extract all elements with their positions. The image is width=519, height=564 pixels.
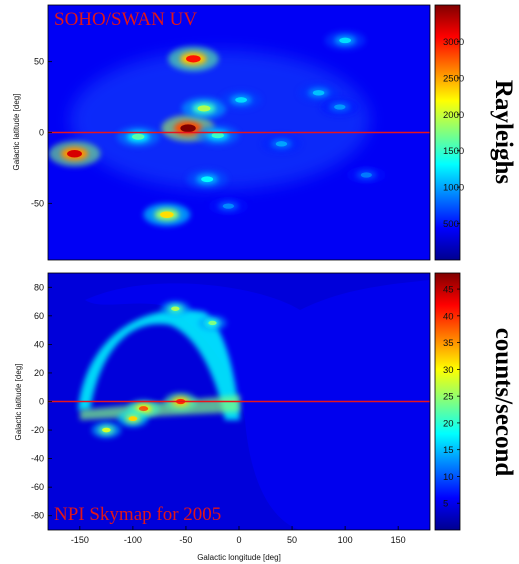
npi-colorbar	[434, 272, 461, 531]
swan-ylabel: Galactic latitude [deg]	[12, 94, 21, 171]
y-tick-label: 60	[34, 311, 44, 321]
npi-hotspots	[91, 300, 227, 438]
colorbar-tick-label: 10	[443, 472, 454, 483]
swan-colorbar-label: Rayleighs	[490, 80, 517, 184]
hotspot-core	[138, 406, 149, 412]
y-tick-label: -20	[31, 425, 44, 435]
npi-overlay-label: NPI Skymap for 2005	[54, 504, 221, 525]
npi-panel: 80 60 40 20 0 -20 -40 -60 -80 -150 -100 -50 0 50 100 1…	[14, 272, 517, 562]
hotspot-core	[131, 133, 145, 140]
hotspot-core	[312, 90, 325, 96]
npi-north-polar-spur	[78, 309, 240, 420]
hotspot-core	[360, 172, 372, 178]
x-tick-label: -150	[71, 535, 89, 545]
npi-colorbar-label: counts/second	[490, 328, 517, 477]
colorbar-tick-label: 25	[443, 392, 454, 403]
npi-sky-region	[85, 280, 430, 530]
swan-diffuse-glow	[70, 50, 370, 190]
npi-colorbar-ticks: 45 40 35 30 25 20 15 10 5	[443, 285, 460, 510]
hotspot-core	[334, 104, 346, 110]
x-tick-label: -50	[179, 535, 192, 545]
x-tick-label: 150	[391, 535, 406, 545]
hotspot-core	[275, 141, 288, 147]
hotspot-core	[222, 203, 235, 209]
colorbar-tick-label: 3000	[443, 37, 464, 48]
colorbar-tick-label: 1000	[443, 183, 464, 194]
y-tick-label: -50	[31, 198, 44, 208]
hotspot-core	[339, 37, 352, 44]
hotspot-core	[171, 306, 180, 311]
y-tick-label: 80	[34, 282, 44, 292]
y-tick-label: -40	[31, 454, 44, 464]
hotspot-core	[197, 105, 211, 112]
y-tick-label: -80	[31, 511, 44, 521]
hotspot-core	[186, 55, 201, 63]
colorbar-tick-label: 20	[443, 418, 454, 429]
y-tick-label: 50	[34, 57, 44, 67]
npi-y-ticks: 80 60 40 20 0 -20 -40 -60 -80	[31, 282, 52, 521]
swan-colorbar	[434, 4, 461, 261]
npi-x-ticks: -150 -100 -50 0 50 100 150	[71, 526, 406, 545]
y-tick-label: 40	[34, 339, 44, 349]
x-tick-label: 50	[287, 535, 297, 545]
colorbar-tick-label: 2000	[443, 110, 464, 121]
hotspot-core	[180, 124, 196, 133]
npi-ylabel: Galactic latitude [deg]	[14, 364, 23, 441]
x-tick-label: 100	[338, 535, 353, 545]
colorbar-tick-label: 35	[443, 338, 454, 349]
colorbar-tick-label: 45	[443, 285, 454, 296]
swan-hotspots	[48, 30, 386, 227]
colorbar-tick-label: 500	[443, 219, 459, 230]
colorbar-tick-label: 15	[443, 445, 454, 456]
hotspot-core	[201, 176, 214, 183]
y-tick-label: 0	[39, 128, 44, 138]
hotspot-core	[208, 320, 217, 326]
y-tick-label: 0	[39, 397, 44, 407]
x-tick-label: 0	[236, 535, 241, 545]
hotspot-core	[102, 427, 111, 433]
hotspot-core	[235, 97, 248, 103]
x-tick-label: -100	[124, 535, 142, 545]
colorbar-tick-label: 40	[443, 311, 454, 322]
swan-overlay-label: SOHO/SWAN UV	[54, 9, 197, 30]
colorbar-tick-label: 5	[443, 499, 448, 510]
y-tick-label: 20	[34, 368, 44, 378]
colorbar-tick-label: 1500	[443, 146, 464, 157]
colorbar-tick-label: 30	[443, 365, 454, 376]
hotspot-core	[160, 211, 174, 218]
hotspot-core	[211, 132, 224, 139]
swan-colorbar-ticks: 3000 2500 2000 1500 1000 500	[443, 37, 464, 230]
swan-panel: 500-50 Galactic latitude [deg] SOHO/SWAN…	[12, 4, 517, 261]
npi-xlabel: Galactic longitude [deg]	[197, 553, 281, 562]
y-tick-label: -60	[31, 482, 44, 492]
colorbar-tick-label: 2500	[443, 73, 464, 84]
hotspot-core	[67, 150, 82, 158]
swan-y-ticks: 50 0 -50	[31, 57, 52, 208]
hotspot-core	[128, 416, 138, 422]
